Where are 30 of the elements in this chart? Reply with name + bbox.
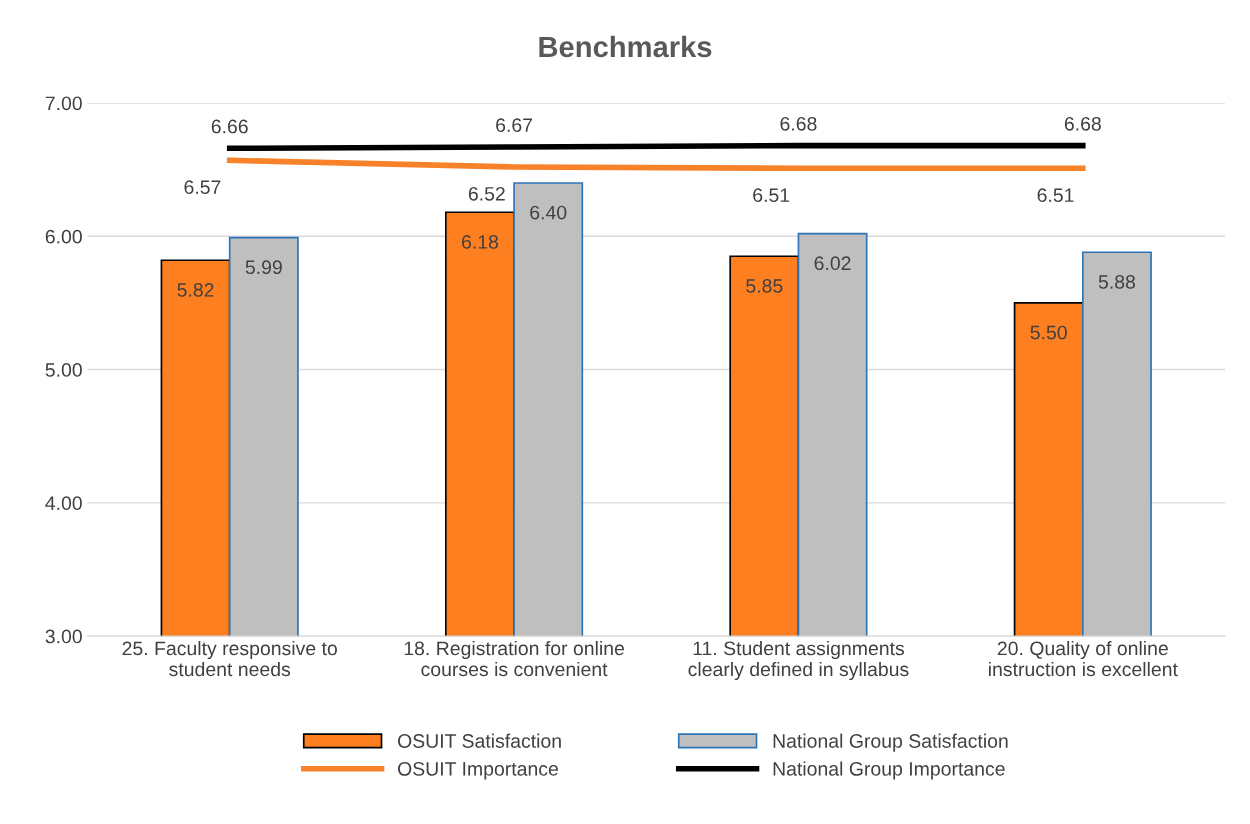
legend-label: National Group Importance bbox=[773, 761, 1005, 780]
data-label: 6.66 bbox=[211, 119, 248, 134]
data-label: 5.99 bbox=[245, 260, 282, 275]
legend-label: National Group Satisfaction bbox=[773, 733, 1008, 752]
x-tick-label: 18. Registration for online courses is convenient bbox=[404, 640, 624, 677]
data-label: 6.51 bbox=[753, 188, 790, 203]
chart-title: Benchmarks bbox=[539, 35, 712, 58]
y-tick-label: 4.00 bbox=[45, 496, 82, 511]
y-tick-label: 7.00 bbox=[45, 96, 82, 111]
data-label: 6.40 bbox=[530, 205, 567, 220]
data-label: 6.18 bbox=[462, 235, 499, 249]
data-label: 5.50 bbox=[1030, 325, 1067, 340]
data-label: 6.68 bbox=[1064, 116, 1101, 131]
data-label: 5.82 bbox=[177, 283, 214, 297]
x-tick-label: 25. Faculty responsive to student needs bbox=[122, 640, 337, 677]
data-label: 6.67 bbox=[496, 118, 533, 133]
data-label: 6.52 bbox=[468, 186, 505, 201]
legend-label: OSUIT Importance bbox=[398, 761, 558, 780]
legend-label: OSUIT Satisfaction bbox=[398, 733, 561, 748]
data-label: 6.02 bbox=[814, 256, 851, 271]
data-label: 6.57 bbox=[184, 180, 221, 195]
data-label: 5.85 bbox=[746, 279, 783, 293]
y-tick-label: 5.00 bbox=[45, 363, 82, 377]
x-tick-label: 11. Student assignments clearly defined in syllabus bbox=[688, 640, 909, 681]
data-label: 5.88 bbox=[1098, 275, 1136, 289]
x-tick-label: 20. Quality of online instruction is excellent bbox=[989, 640, 1178, 677]
data-label: 6.51 bbox=[1037, 188, 1074, 203]
y-tick-label: 6.00 bbox=[45, 229, 82, 244]
data-label: 6.68 bbox=[780, 116, 817, 131]
y-tick-label: 3.00 bbox=[45, 629, 82, 644]
